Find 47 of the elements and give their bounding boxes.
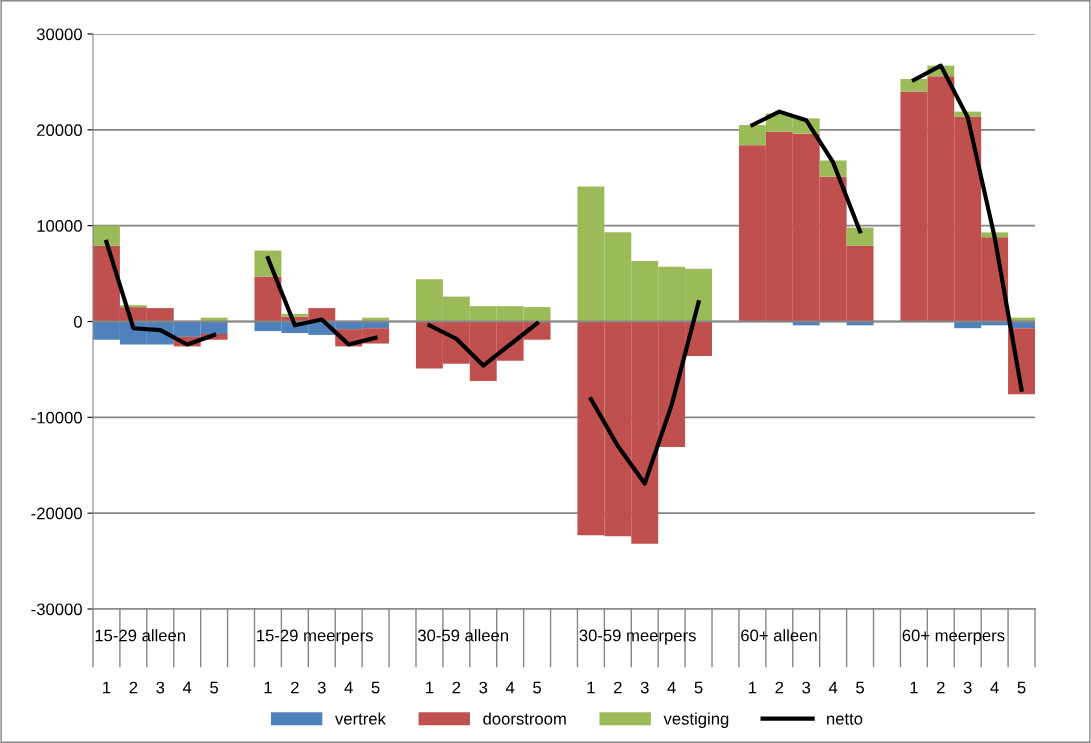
x-tick-label: 4	[505, 681, 515, 694]
x-tick-label: 4	[990, 681, 999, 694]
legend-label: doorstroom	[483, 712, 566, 725]
text: 60+ alleen	[741, 629, 817, 642]
x-tick-label: 5	[694, 681, 703, 694]
x-tick-label: 5	[1017, 681, 1026, 694]
x-tick-label: 3	[479, 681, 488, 694]
y-tick-label: 30000	[36, 28, 82, 41]
x-tick-label: 1	[749, 681, 757, 694]
legend-label: vertrek	[335, 712, 386, 725]
y-tick-label: 10000	[37, 220, 82, 232]
x-tick-label: 2	[291, 681, 299, 694]
x-tick-label: 1	[103, 681, 111, 694]
text: 15-29 alleen	[95, 629, 185, 642]
x-tick-label: 3	[802, 681, 811, 694]
x-tick-label: 4	[667, 681, 676, 694]
x-tick-label: 4	[828, 681, 838, 694]
x-tick-label: 1	[910, 681, 918, 694]
text: 30-59 meerpers	[579, 629, 696, 645]
legend-label: vestiging	[663, 712, 729, 728]
x-tick-label: 1	[264, 681, 272, 694]
x-tick-label: 5	[533, 681, 542, 694]
x-tick-label: 4	[344, 681, 353, 694]
x-tick-label: 5	[856, 681, 864, 694]
x-tick-label: 3	[156, 681, 165, 694]
y-tick-label: 20000	[37, 124, 82, 137]
x-tick-label: 3	[963, 681, 972, 694]
text: 60+ meerpers	[902, 629, 1005, 645]
x-tick-label: 2	[614, 681, 622, 694]
x-tick-label: 1	[426, 681, 434, 694]
x-tick-label: 5	[210, 681, 219, 694]
y-tick-label: 0	[73, 315, 82, 328]
y-tick-label: -10000	[31, 411, 82, 424]
x-tick-label: 5	[371, 681, 380, 694]
x-tick-label: 3	[640, 681, 649, 694]
text: 15-29 meerpers	[257, 629, 373, 645]
text: 30-59 alleen	[417, 629, 508, 642]
x-tick-label: 2	[452, 681, 461, 694]
x-tick-label: 4	[182, 681, 192, 694]
y-tick-label: -30000	[31, 603, 82, 616]
x-tick-label: 1	[587, 681, 595, 694]
legend-label: netto	[827, 713, 863, 725]
x-tick-label: 3	[317, 681, 326, 694]
x-tick-label: 2	[129, 681, 138, 694]
x-tick-label: 2	[937, 681, 945, 694]
x-tick-label: 2	[775, 681, 784, 694]
y-tick-label: -20000	[31, 507, 82, 520]
